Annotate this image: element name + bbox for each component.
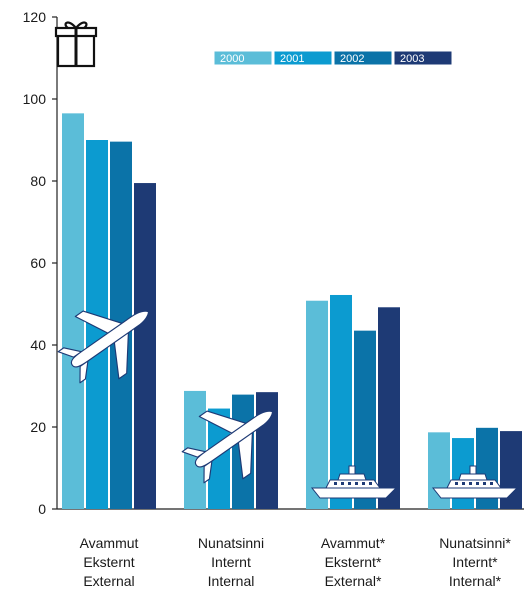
y-tick-label: 120 xyxy=(23,9,47,25)
category-label: Internal* xyxy=(449,573,502,589)
category-label: Eksternt* xyxy=(325,554,382,570)
bar-2003-cat2 xyxy=(256,392,278,509)
ship-icon xyxy=(310,465,398,499)
category-label: Avammut* xyxy=(321,535,386,551)
legend-swatch-2001 xyxy=(273,50,333,66)
airplane-icon xyxy=(181,410,274,484)
bar-2003-cat3 xyxy=(378,307,400,509)
category-label: Internt* xyxy=(452,554,498,570)
y-tick-label: 60 xyxy=(30,255,46,271)
category-icons xyxy=(54,21,519,499)
gift-icon xyxy=(54,21,98,68)
category-label: Eksternt xyxy=(83,554,134,570)
legend-label: 2001 xyxy=(280,53,304,65)
y-tick-label: 20 xyxy=(30,419,46,435)
category-labels: Avammut Eksternt External Nunatsinni Internt… xyxy=(80,535,512,589)
bar-2000-cat3 xyxy=(306,300,328,509)
legend-label: 2002 xyxy=(340,53,364,65)
legend-label: 2003 xyxy=(400,53,424,65)
y-tick-label: 100 xyxy=(23,91,47,107)
bar-2000-cat1 xyxy=(62,113,84,509)
ship-icon xyxy=(431,465,519,499)
y-tick-label: 0 xyxy=(38,501,46,517)
bar-2001-cat2 xyxy=(208,408,230,509)
legend-swatch-2002 xyxy=(333,50,393,66)
legend-swatch-2003 xyxy=(393,50,453,66)
category-label: Nunatsinni xyxy=(198,535,264,551)
category-label: External xyxy=(83,573,134,589)
category-label: Internal xyxy=(208,573,255,589)
y-tick-label: 40 xyxy=(30,337,46,353)
bar-2003-cat1 xyxy=(134,183,156,510)
y-tick-label: 80 xyxy=(30,173,46,189)
legend-swatch-2000 xyxy=(213,50,273,66)
category-label: Internt xyxy=(211,554,251,570)
legend-label: 2000 xyxy=(220,53,244,65)
airplane-icon xyxy=(57,310,150,384)
bars xyxy=(62,113,522,510)
category-label: Avammut xyxy=(80,535,139,551)
bar-2002-cat3 xyxy=(354,330,376,509)
legend: 2000 2001 2002 2003 xyxy=(213,50,453,66)
bar-2001-cat3 xyxy=(330,294,352,509)
category-label: Nunatsinni* xyxy=(439,535,511,551)
category-label: External* xyxy=(325,573,382,589)
